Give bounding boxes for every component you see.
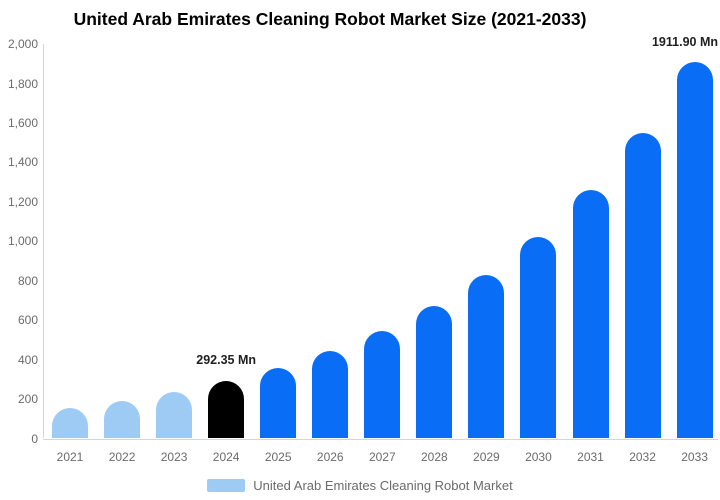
chart-title: United Arab Emirates Cleaning Robot Mark…: [73, 9, 587, 29]
legend-label: United Arab Emirates Cleaning Robot Mark…: [253, 477, 513, 493]
bar-2033[interactable]: [676, 61, 713, 439]
bar-2022[interactable]: [104, 400, 141, 439]
y-tick-label: 600: [17, 313, 38, 328]
x-tick-label: 2033: [681, 450, 708, 464]
y-tick-label: 1,800: [7, 76, 38, 91]
x-tick-label: 2032: [629, 450, 656, 464]
y-tick-label: 400: [17, 352, 38, 367]
legend-swatch: [207, 478, 246, 492]
x-tick-label: 2024: [212, 450, 240, 464]
x-tick-label: 2026: [316, 450, 344, 464]
y-tick-label: 200: [17, 392, 38, 407]
bar-2023[interactable]: [156, 391, 193, 439]
x-tick-label: 2031: [577, 450, 604, 464]
bar-2024[interactable]: [208, 380, 245, 439]
x-tick-label: 2027: [368, 450, 396, 464]
x-tick-label: 2029: [473, 450, 500, 464]
bar-2028[interactable]: [416, 305, 453, 439]
y-tick-label: 800: [17, 273, 38, 288]
x-tick-label: 2025: [264, 450, 292, 464]
bar-value-label-2033: 1911.90 Mn: [651, 34, 718, 49]
bar-2031[interactable]: [572, 190, 609, 439]
y-tick-label: 1,600: [7, 116, 38, 131]
y-tick-label: 1,200: [7, 194, 38, 209]
x-tick-label: 2030: [525, 450, 552, 464]
bar-2021[interactable]: [52, 407, 88, 439]
x-tick-label: 2023: [160, 450, 188, 464]
bar-2026[interactable]: [312, 350, 349, 439]
x-tick-label: 2022: [108, 450, 136, 464]
legend[interactable]: United Arab Emirates Cleaning Robot Mark…: [0, 474, 720, 496]
y-tick-label: 1,400: [7, 155, 38, 170]
y-axis-line: [43, 44, 44, 439]
bar-2032[interactable]: [624, 132, 661, 439]
bar-2030[interactable]: [520, 237, 557, 439]
x-axis-line: [43, 438, 718, 440]
bar-2025[interactable]: [260, 367, 297, 439]
bar-value-label-2024: 292.35 Mn: [196, 352, 257, 367]
y-tick-label: 0: [31, 431, 38, 446]
x-tick-label: 2028: [420, 450, 448, 464]
y-tick-label: 2,000: [7, 37, 38, 52]
bar-2027[interactable]: [364, 330, 401, 439]
y-tick-label: 1,000: [7, 234, 38, 249]
bar-2029[interactable]: [468, 274, 505, 439]
x-tick-label: 2021: [56, 450, 84, 464]
